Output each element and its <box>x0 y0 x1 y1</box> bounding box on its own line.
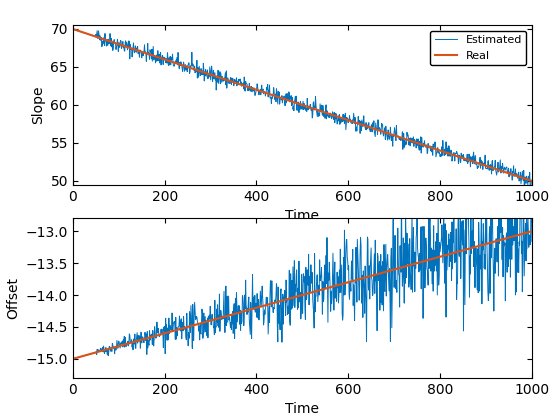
Real <box>272 300 278 305</box>
Real <box>385 131 391 136</box>
Estimated <box>69 356 76 361</box>
Estimated <box>255 88 262 93</box>
Estimated <box>427 268 434 273</box>
Line: Real: Real <box>73 231 532 359</box>
Estimated <box>255 297 262 302</box>
X-axis label: Time: Time <box>286 209 319 223</box>
Estimated <box>529 178 535 183</box>
Real <box>385 269 391 274</box>
Y-axis label: Offset: Offset <box>6 277 20 319</box>
Legend: Estimated, Real: Estimated, Real <box>430 31 526 65</box>
Y-axis label: Slope: Slope <box>31 86 45 124</box>
Estimated <box>69 26 76 32</box>
Line: Real: Real <box>73 29 532 181</box>
Estimated <box>272 97 278 102</box>
Line: Estimated: Estimated <box>73 176 532 359</box>
Real <box>69 356 76 361</box>
Estimated <box>272 298 278 303</box>
Real <box>427 257 434 262</box>
Estimated <box>528 173 534 178</box>
Real <box>529 228 535 234</box>
Real <box>255 88 262 93</box>
Real <box>436 148 442 153</box>
Estimated <box>436 151 442 156</box>
Estimated <box>385 127 391 132</box>
X-axis label: Time: Time <box>286 402 319 416</box>
Real <box>529 178 535 184</box>
Line: Estimated: Estimated <box>73 29 532 188</box>
Real <box>116 42 123 47</box>
Real <box>116 343 123 348</box>
Real <box>427 145 434 150</box>
Real <box>272 93 278 98</box>
Real <box>255 304 262 310</box>
Estimated <box>427 148 434 153</box>
Estimated <box>116 343 123 348</box>
Estimated <box>529 239 535 244</box>
Estimated <box>385 265 391 270</box>
Real <box>436 255 442 260</box>
Estimated <box>521 185 528 190</box>
Estimated <box>116 45 123 50</box>
Real <box>69 26 76 32</box>
Estimated <box>436 273 442 278</box>
